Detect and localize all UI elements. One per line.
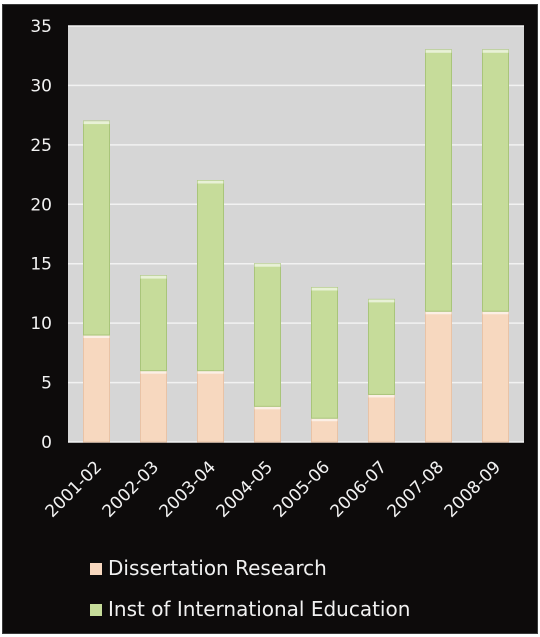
bar-highlight: [482, 311, 509, 315]
bar-dissertation-research: [83, 334, 110, 443]
bar-dissertation-research: [197, 370, 224, 443]
bar-inst-of-international-education: [254, 263, 281, 407]
bar-highlight: [311, 418, 338, 422]
bar-dissertation-research: [482, 310, 509, 443]
bar-inst-of-international-education: [83, 120, 110, 336]
legend: Dissertation Research Inst of Internation…: [90, 556, 410, 621]
bar-inst-of-international-education: [482, 49, 509, 312]
x-tick-label: 2007-08: [384, 457, 448, 521]
bar-highlight: [368, 299, 395, 303]
bar-inst-of-international-education: [425, 49, 452, 312]
legend-swatch: [90, 604, 102, 616]
bar-dissertation-research: [425, 310, 452, 443]
bar-inst-of-international-education: [197, 180, 224, 372]
y-tick-label: 20: [30, 195, 52, 215]
bar-highlight: [140, 275, 167, 279]
plot-area: [68, 26, 524, 442]
bar-dissertation-research: [368, 393, 395, 443]
x-tick-label: 2004-05: [213, 457, 277, 521]
bar-highlight: [140, 370, 167, 374]
bar-inst-of-international-education: [140, 275, 167, 372]
bar-inst-of-international-education: [311, 286, 338, 419]
legend-label: Inst of International Education: [108, 597, 410, 621]
legend-swatch: [90, 563, 102, 575]
x-tick-label: 2003-04: [156, 457, 220, 521]
bar-highlight: [83, 121, 110, 125]
x-tick-label: 2008-09: [441, 457, 505, 521]
legend-label: Dissertation Research: [108, 556, 327, 580]
bar-highlight: [425, 49, 452, 53]
x-tick-label: 2001-02: [42, 457, 106, 521]
y-tick-label: 15: [30, 255, 52, 275]
bar-highlight: [254, 406, 281, 410]
y-tick-label: 5: [41, 374, 52, 394]
bar-highlight: [425, 311, 452, 315]
x-tick-label: 2005-06: [270, 457, 334, 521]
x-tick-label: 2002-03: [99, 457, 163, 521]
y-tick-label: 10: [30, 314, 52, 334]
bar-dissertation-research: [254, 405, 281, 443]
bar-highlight: [83, 335, 110, 339]
y-axis: 0 5 10 15 20 25 30 35: [30, 17, 52, 453]
bar-highlight: [197, 180, 224, 184]
bar-highlight: [254, 263, 281, 267]
y-tick-label: 0: [41, 433, 52, 453]
bars: [83, 49, 509, 443]
x-tick-label: 2006-07: [327, 457, 391, 521]
bar-highlight: [482, 49, 509, 53]
bar-dissertation-research: [311, 417, 338, 443]
bar-highlight: [197, 370, 224, 374]
y-tick-label: 25: [30, 136, 52, 156]
y-tick-label: 30: [30, 76, 52, 96]
x-axis: 2001-022002-032003-042004-052005-062006-…: [42, 457, 505, 521]
bar-highlight: [311, 287, 338, 291]
bar-highlight: [368, 394, 395, 398]
bar-inst-of-international-education: [368, 298, 395, 395]
bar-dissertation-research: [140, 370, 167, 443]
y-tick-label: 35: [30, 17, 52, 37]
